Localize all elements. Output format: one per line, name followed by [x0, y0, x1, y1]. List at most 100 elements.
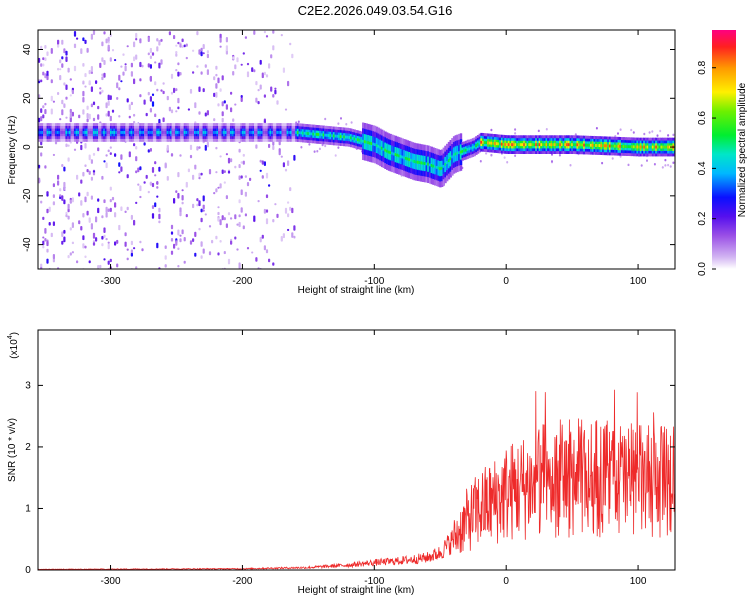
ridge-cell [485, 141, 488, 145]
noise-cell [130, 214, 133, 220]
ridge-cell [456, 151, 459, 155]
ridge-cell [367, 141, 370, 145]
noise-cell [154, 81, 157, 86]
ridge-cell [656, 145, 660, 149]
ridge-cell [432, 164, 435, 168]
ridge-cell [218, 131, 221, 134]
ridge-cell [648, 145, 651, 149]
noise-cell [143, 99, 146, 105]
noise-cell [107, 94, 110, 101]
noise-cell [240, 175, 243, 179]
noise-cell [177, 172, 180, 178]
noise-cell [40, 63, 43, 67]
ridge-cell [663, 145, 667, 149]
noise-cell [57, 174, 60, 180]
ridge-cell [295, 131, 298, 134]
noise-cell [257, 89, 260, 92]
noise-cell [61, 39, 64, 45]
noise-cell [114, 202, 117, 208]
noise-cell [52, 100, 55, 103]
ridge-cell [569, 143, 572, 147]
ridge-cell [70, 131, 73, 134]
noise-cell [101, 235, 104, 240]
ridge-cell [602, 144, 605, 148]
noise-cell [61, 99, 64, 105]
ridge-cell [547, 143, 550, 147]
noise-cell [63, 103, 66, 108]
noise-cell [101, 57, 104, 62]
noise-cell [240, 161, 243, 164]
noise-cell [139, 185, 142, 192]
noise-cell [57, 180, 60, 186]
noise-cell [263, 30, 266, 34]
noise-cell [200, 51, 203, 57]
ridge-cell [200, 131, 204, 134]
noise-cell [619, 155, 622, 158]
noise-cell [88, 113, 91, 120]
ridge-cell [159, 131, 163, 134]
noise-cell [139, 61, 142, 68]
noise-cell [40, 266, 43, 269]
colorbar-tick-label: 0.8 [697, 60, 708, 74]
ridge-cell [435, 165, 439, 169]
ridge-cell [223, 131, 226, 134]
noise-cell [65, 143, 68, 148]
noise-cell [50, 108, 53, 115]
ridge-cell [68, 131, 72, 134]
noise-cell [202, 52, 205, 55]
noise-cell [287, 201, 290, 204]
noise-cell [242, 52, 245, 55]
noise-cell [122, 71, 125, 76]
ridge-cell [406, 157, 409, 161]
noise-cell [107, 36, 110, 42]
noise-cell [246, 62, 250, 66]
noise-cell [105, 102, 108, 109]
ridge-cell [154, 131, 157, 134]
ridge-cell [158, 131, 161, 134]
noise-cell [90, 195, 93, 200]
ridge-cell [341, 135, 344, 139]
noise-cell [345, 123, 348, 126]
ridge-cell [500, 142, 504, 146]
noise-cell [177, 265, 180, 268]
noise-cell [265, 249, 269, 254]
noise-cell [149, 75, 152, 82]
ridge-cell [572, 143, 576, 147]
noise-cell [179, 234, 182, 237]
noise-cell [84, 73, 87, 78]
noise-cell [48, 206, 51, 212]
ridge-cell [548, 143, 552, 147]
noise-cell [82, 37, 85, 42]
noise-cell [672, 133, 675, 137]
noise-cell [198, 146, 201, 149]
noise-cell [90, 223, 93, 229]
noise-cell [268, 184, 271, 187]
ridge-cell [418, 161, 421, 164]
y-tick-label: 0 [25, 565, 31, 576]
noise-cell [63, 166, 66, 172]
noise-cell [59, 118, 62, 121]
ridge-cell [449, 157, 452, 161]
noise-cell [59, 68, 62, 71]
noise-cell [177, 41, 180, 45]
noise-cell [187, 108, 190, 111]
ridge-cell [567, 143, 571, 147]
noise-cell [156, 242, 159, 249]
ridge-cell [394, 153, 397, 156]
noise-cell [156, 181, 159, 185]
noise-cell [227, 157, 231, 164]
noise-cell [185, 181, 188, 188]
x-tick-label: -100 [364, 276, 384, 287]
noise-cell [158, 40, 161, 46]
noise-cell [272, 30, 275, 34]
noise-cell [198, 49, 201, 55]
noise-cell [88, 170, 91, 175]
noise-cell [82, 90, 85, 97]
noise-cell [126, 174, 129, 179]
noise-cell [133, 41, 136, 48]
noise-cell [514, 154, 517, 157]
noise-cell [90, 66, 93, 72]
ridge-cell [368, 141, 372, 145]
noise-cell [57, 67, 60, 71]
